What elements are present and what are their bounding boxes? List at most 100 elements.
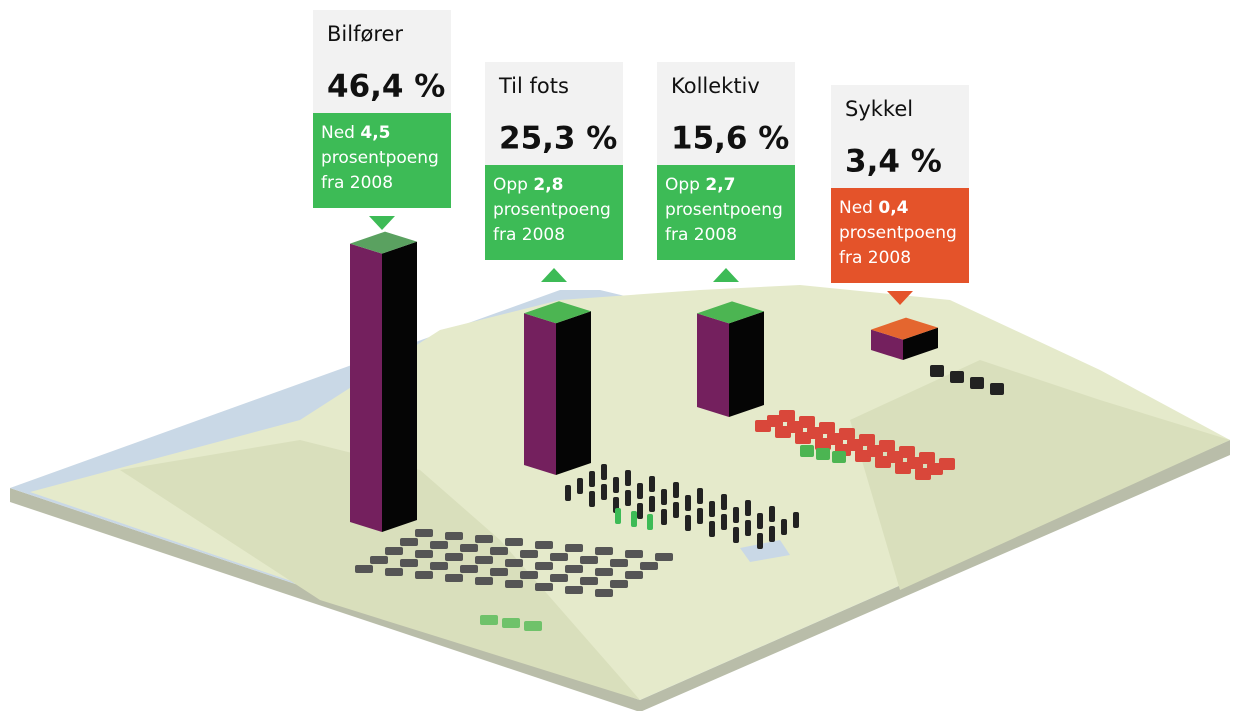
icon xyxy=(613,477,619,493)
icon xyxy=(733,507,739,523)
icon xyxy=(615,508,621,524)
icon xyxy=(661,509,667,525)
icon xyxy=(385,568,403,576)
icon xyxy=(505,538,523,546)
icon xyxy=(950,371,964,383)
icon xyxy=(655,553,673,561)
plate-edge xyxy=(10,440,1230,711)
icon xyxy=(930,365,944,377)
category-label: Sykkel xyxy=(845,97,913,121)
icon xyxy=(577,478,583,494)
change-box xyxy=(485,165,623,260)
icon xyxy=(625,490,631,506)
icon xyxy=(580,577,598,585)
icon xyxy=(601,484,607,500)
icon xyxy=(757,513,763,529)
bar-top xyxy=(350,231,417,254)
icon xyxy=(637,503,643,519)
icon xyxy=(610,559,628,567)
icon xyxy=(625,571,643,579)
category-label: Bilfører xyxy=(327,22,403,46)
change-since: fra 2008 xyxy=(493,225,565,245)
icon xyxy=(490,568,508,576)
icon xyxy=(661,489,667,505)
icon xyxy=(879,440,895,452)
bar-right-face xyxy=(903,327,938,360)
pointer xyxy=(887,291,913,305)
icon xyxy=(480,615,498,625)
icon xyxy=(370,556,388,564)
icon xyxy=(550,553,568,561)
icon xyxy=(832,451,846,463)
icon xyxy=(769,506,775,522)
category-label: Til fots xyxy=(498,74,569,98)
icon xyxy=(685,495,691,511)
icon xyxy=(799,416,815,428)
change-since: fra 2008 xyxy=(839,248,911,268)
icon xyxy=(415,571,433,579)
change-since: fra 2008 xyxy=(321,173,393,193)
label-box xyxy=(313,10,451,113)
icon xyxy=(505,580,523,588)
icon xyxy=(709,521,715,537)
icon xyxy=(505,559,523,567)
icon xyxy=(400,559,418,567)
bars xyxy=(350,231,938,532)
icon xyxy=(535,541,553,549)
icon xyxy=(697,508,703,524)
bar-top xyxy=(697,301,764,324)
change-amount: 0,4 xyxy=(878,198,908,218)
icon xyxy=(637,483,643,499)
icon xyxy=(589,491,595,507)
icon xyxy=(733,527,739,543)
icon xyxy=(816,448,830,460)
icon xyxy=(649,496,655,512)
icon xyxy=(673,482,679,498)
icon xyxy=(819,422,835,434)
change-unit: prosentpoeng xyxy=(665,200,783,220)
icon xyxy=(415,529,433,537)
icon xyxy=(839,428,855,440)
icon xyxy=(673,502,679,518)
icon xyxy=(781,519,787,535)
bar-right-face xyxy=(382,241,417,532)
icon xyxy=(580,556,598,564)
icon xyxy=(535,562,553,570)
icon xyxy=(625,550,643,558)
pointer xyxy=(541,268,567,282)
icon xyxy=(535,583,553,591)
bar-left-face xyxy=(524,313,556,475)
value-label: 15,6 % xyxy=(671,121,789,157)
icon xyxy=(355,565,373,573)
icon xyxy=(970,377,984,389)
change-box xyxy=(313,113,451,208)
label-box xyxy=(485,62,623,165)
change-since: fra 2008 xyxy=(665,225,737,245)
land-shade xyxy=(120,440,640,700)
icon xyxy=(601,464,607,480)
value-label: 3,4 % xyxy=(845,144,942,180)
icon xyxy=(445,532,463,540)
change-box xyxy=(657,165,795,260)
icon xyxy=(757,533,763,549)
icon xyxy=(445,574,463,582)
icon xyxy=(475,556,493,564)
icon xyxy=(721,514,727,530)
icon xyxy=(460,544,478,552)
icon xyxy=(565,565,583,573)
icon xyxy=(475,577,493,585)
icon xyxy=(697,488,703,504)
icon xyxy=(640,562,658,570)
icon xyxy=(595,547,613,555)
lake xyxy=(740,540,790,562)
change-box xyxy=(831,188,969,283)
bar-left-face xyxy=(871,329,903,360)
change-label: Opp 2,7 xyxy=(665,175,736,195)
icon xyxy=(859,434,875,446)
bar-left-face xyxy=(697,313,729,417)
pointer xyxy=(369,216,395,230)
bar-right-face xyxy=(556,311,591,475)
change-unit: prosentpoeng xyxy=(493,200,611,220)
icon xyxy=(475,535,493,543)
change-direction: Ned xyxy=(321,123,355,143)
